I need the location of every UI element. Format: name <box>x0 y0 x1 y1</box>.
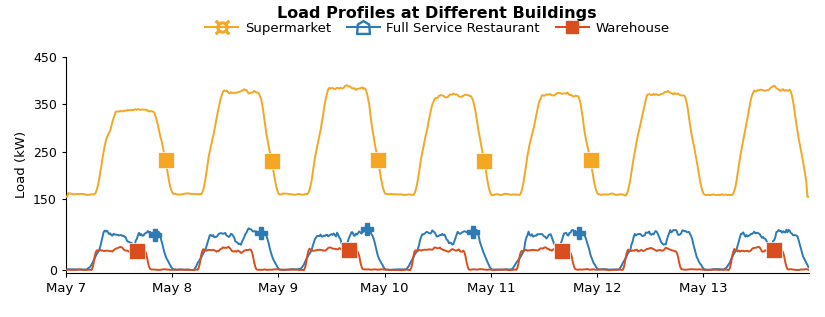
Legend: Supermarket, Full Service Restaurant, Warehouse: Supermarket, Full Service Restaurant, Wa… <box>200 16 675 40</box>
Y-axis label: Load (kW): Load (kW) <box>15 131 27 198</box>
Title: Load Profiles at Different Buildings: Load Profiles at Different Buildings <box>277 6 597 21</box>
